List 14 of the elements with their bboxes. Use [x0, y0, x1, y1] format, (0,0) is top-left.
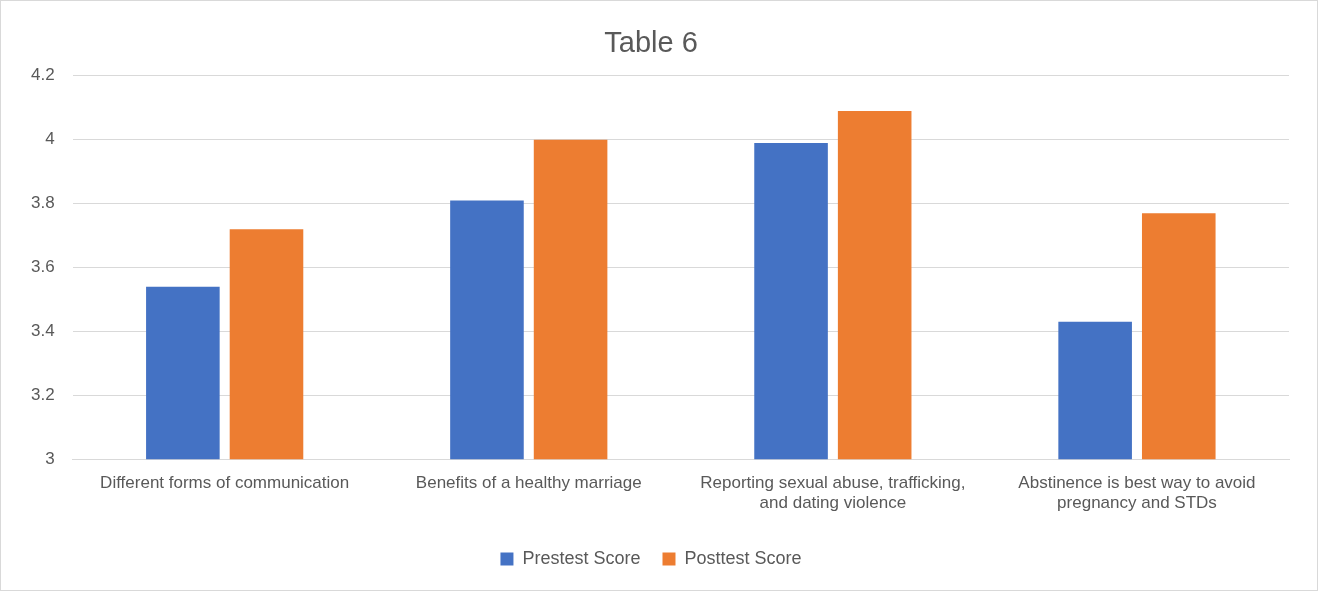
x-tick-label: Reporting sexual abuse, trafficking, and dating violence	[700, 473, 966, 513]
y-tick-label: 3.6	[30, 257, 55, 277]
y-tick-label: 3	[45, 448, 55, 468]
y-tick-label: 3.4	[30, 321, 55, 341]
chart-title: Table 6	[604, 26, 698, 59]
x-tick-label: Abstinence is best way to avoid pregnancy and STDs	[1018, 473, 1256, 513]
x-tick-label: Benefits of a healthy marriage	[415, 473, 642, 493]
y-tick-label: 3.2	[30, 384, 55, 404]
y-tick-label: 3.8	[30, 193, 55, 213]
y-tick-label: 4.2	[30, 65, 55, 85]
y-tick-label: 4	[45, 129, 55, 149]
x-tick-label: Different forms of communication	[100, 473, 350, 493]
legend-label: Prestest Score	[522, 547, 641, 568]
legend-label: Posttest Score	[684, 547, 802, 568]
